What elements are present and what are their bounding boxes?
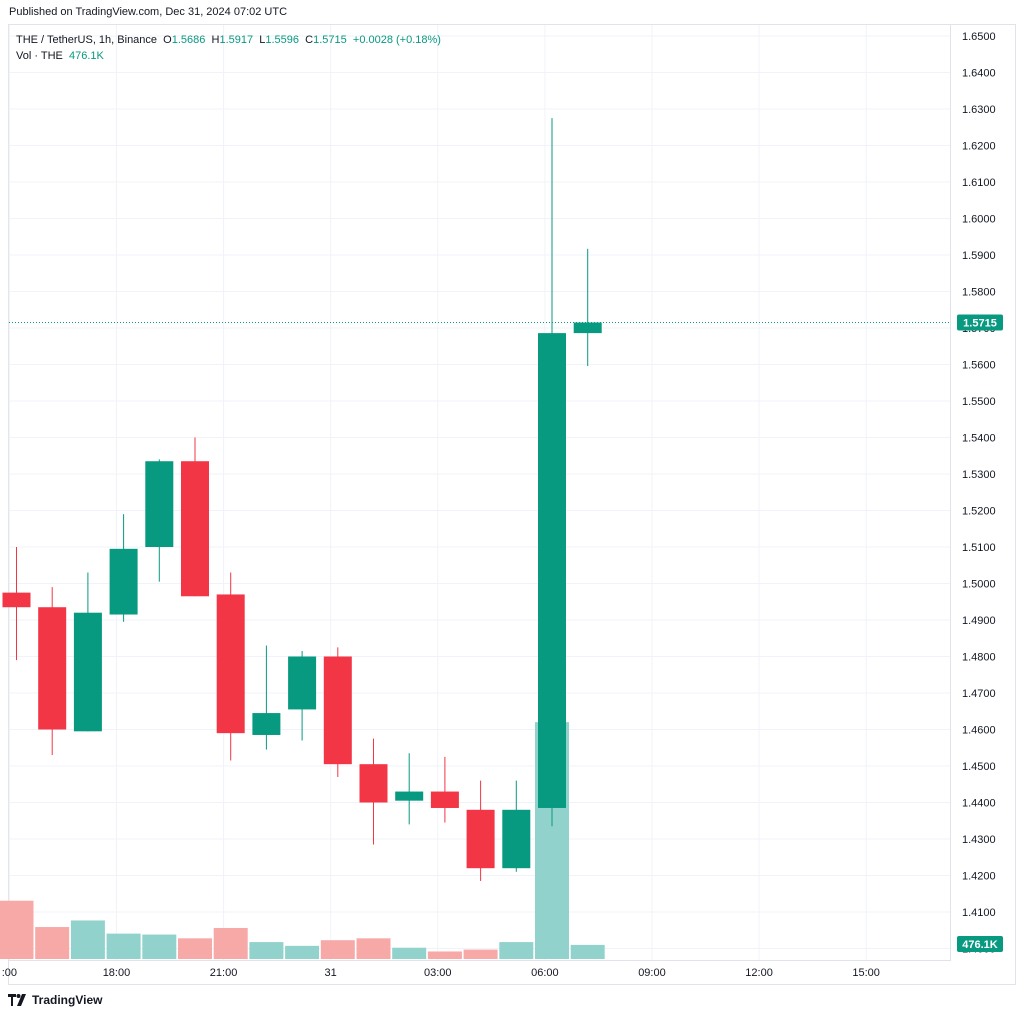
candle-body	[538, 333, 566, 808]
candle-body	[181, 461, 209, 597]
volume-bar	[570, 944, 605, 959]
volume-bar	[285, 945, 320, 959]
legend-volume-row: Vol · THE 476.1K	[16, 48, 441, 64]
time-tick-label: 31	[325, 967, 337, 979]
volume-bar	[70, 920, 105, 959]
candle-body	[466, 809, 495, 869]
candle-body	[395, 791, 424, 801]
price-tick-label: 1.4200	[962, 871, 996, 883]
last-volume-label: 476.1K	[962, 939, 998, 951]
footer-brand-text: TradingView	[32, 993, 103, 1007]
price-tick-label: 1.6000	[962, 214, 996, 226]
time-tick-label: 03:00	[424, 967, 452, 979]
legend-close-value: 1.5715	[313, 34, 347, 46]
price-tick-label: 1.4700	[962, 688, 996, 700]
price-tick-label: 1.6400	[962, 68, 996, 80]
price-tick-label: 1.4600	[962, 725, 996, 737]
legend-volume-value: 476.1K	[69, 50, 104, 62]
chart-frame	[8, 24, 1016, 985]
candle-body	[430, 791, 459, 808]
candle-body	[573, 322, 602, 334]
price-tick-label: 1.5500	[962, 396, 996, 408]
candle-body	[323, 656, 352, 765]
candle-body	[502, 809, 531, 869]
legend-change: +0.0028 (+0.18%)	[352, 34, 441, 46]
last-volume-badge	[957, 936, 1003, 952]
volume-bar	[427, 951, 462, 959]
price-tick-label: 1.4800	[962, 652, 996, 664]
price-tick-label: 1.5400	[962, 433, 996, 445]
time-tick-label: 18:00	[103, 967, 131, 979]
price-tick-label: 1.6500	[962, 31, 996, 43]
volume-bar	[356, 938, 391, 959]
price-tick-label: 1.4300	[962, 834, 996, 846]
legend-open-label: O	[163, 34, 172, 46]
volume-bar	[499, 942, 534, 959]
legend-open-value: 1.5686	[171, 34, 206, 46]
candle-body	[252, 713, 281, 735]
time-tick-label: :00	[2, 967, 17, 979]
volume-bar	[106, 933, 141, 959]
price-tick-label: 1.5300	[962, 469, 996, 481]
grid	[8, 25, 951, 961]
volume-bar	[35, 927, 70, 959]
time-tick-label: 06:00	[531, 967, 559, 979]
volume-bar	[142, 934, 177, 959]
price-tick-label: 1.4400	[962, 798, 996, 810]
legend-volume-label[interactable]: Vol · THE	[16, 50, 63, 62]
candle-body	[2, 592, 31, 608]
candle-body	[216, 594, 245, 734]
price-tick-label: 1.4100	[962, 907, 996, 919]
volume-bar	[392, 947, 427, 959]
price-tick-label: 1.6200	[962, 141, 996, 153]
price-tick-label: 1.5000	[962, 579, 996, 591]
price-axis: 1.6500 1.6400 1.6300 1.6200 1.6100 1.6000 1.59…	[962, 31, 996, 956]
legend-high-label: H	[211, 34, 220, 46]
legend-close-label: C	[305, 34, 314, 46]
price-tick-label: 1.6300	[962, 104, 996, 116]
candle-body	[145, 461, 174, 547]
legend-low-value: 1.5596	[265, 34, 300, 46]
price-tick-label: 1.5900	[962, 250, 996, 262]
last-price-markers: 1.5715 476.1K	[9, 314, 1003, 952]
price-tick-label: 1.5600	[962, 360, 996, 372]
volume-bar	[249, 942, 284, 959]
candles	[2, 118, 602, 881]
candle-body	[109, 548, 138, 615]
time-tick-label: 12:00	[745, 967, 773, 979]
legend-low-label: L	[259, 34, 266, 46]
volume-bar	[320, 940, 355, 959]
price-tick-label: 1.5200	[962, 506, 996, 518]
tradingview-logo-icon	[8, 994, 26, 1006]
volume-bar	[0, 900, 34, 959]
price-tick-label: 1.4900	[962, 615, 996, 627]
volume-bar	[178, 938, 212, 959]
footer-brand: TradingView	[8, 993, 102, 1007]
candle-body	[359, 764, 388, 803]
time-tick-label: 15:00	[852, 967, 880, 979]
price-tick-label: 1.5100	[962, 542, 996, 554]
legend-symbol[interactable]: THE / TetherUS, 1h, Binance	[16, 34, 158, 46]
candle-body	[288, 656, 317, 710]
price-tick-label: 1.6100	[962, 177, 996, 189]
legend-high-value: 1.5917	[219, 34, 254, 46]
last-price-badge	[957, 314, 1003, 331]
legend: THE / TetherUS, 1h, Binance O1.5686 H1.5…	[16, 32, 441, 64]
time-axis: :00 18:00 21:00 31 03:00 06:00 09:00 12:00 15:00	[2, 967, 880, 979]
candle-body	[73, 612, 102, 732]
legend-ohlc-row: THE / TetherUS, 1h, Binance O1.5686 H1.5…	[16, 32, 441, 48]
price-tick-label: 1.5800	[962, 287, 996, 299]
price-tick-label: 1.4500	[962, 761, 996, 773]
last-price-label: 1.5715	[963, 318, 997, 330]
candle-body	[38, 607, 67, 730]
volume-bar	[463, 949, 498, 959]
published-note: Published on TradingView.com, Dec 31, 20…	[9, 6, 288, 18]
time-tick-label: 21:00	[210, 967, 238, 979]
time-tick-label: 09:00	[638, 967, 666, 979]
volume-bar	[213, 927, 248, 959]
